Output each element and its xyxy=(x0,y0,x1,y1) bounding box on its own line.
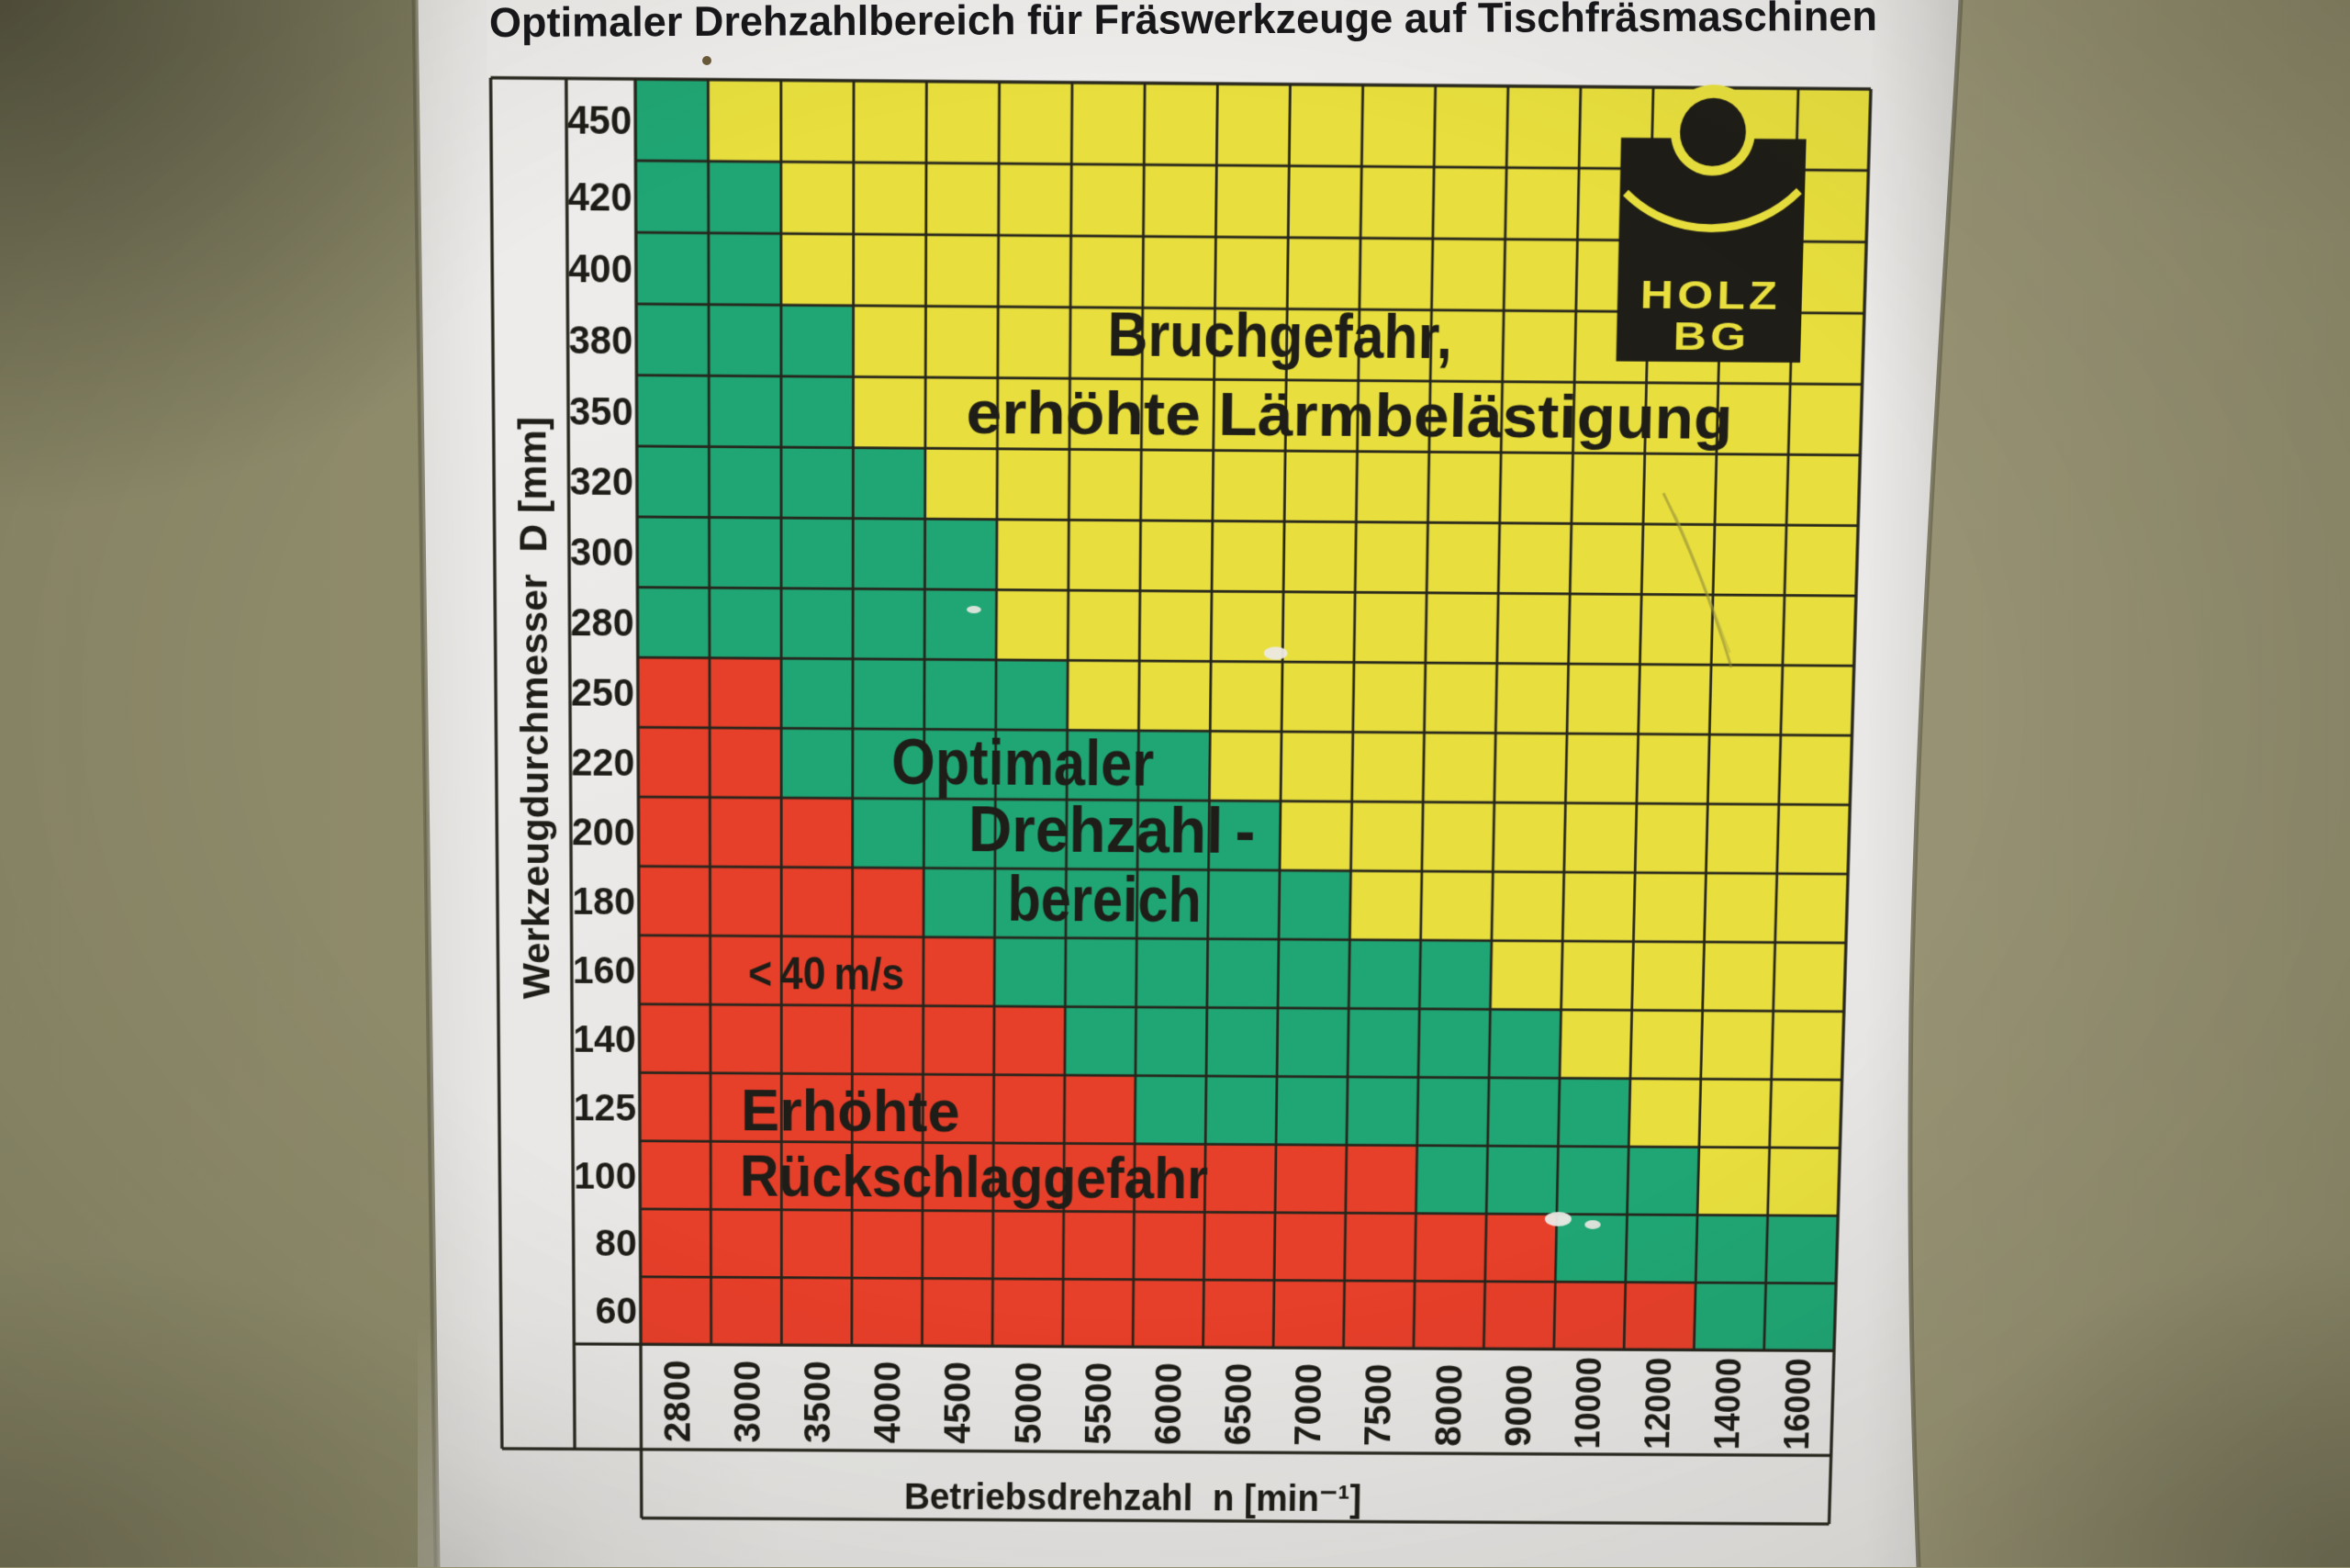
svg-text:250: 250 xyxy=(571,672,634,715)
svg-text:Werkzeugdurchmesser D [mm]: Werkzeugdurchmesser D [mm] xyxy=(511,417,558,1000)
svg-text:bereich: bereich xyxy=(1007,863,1202,935)
svg-text:< 40 m/s: < 40 m/s xyxy=(748,948,904,1000)
svg-text:400: 400 xyxy=(568,247,632,292)
svg-text:420: 420 xyxy=(567,175,632,220)
svg-text:erhöhte Lärmbelästigung: erhöhte Lärmbelästigung xyxy=(966,379,1733,452)
svg-text:Optimaler Drehzahlbereich für: Optimaler Drehzahlbereich für Fräswerkze… xyxy=(489,0,1877,46)
svg-text:125: 125 xyxy=(574,1087,637,1129)
svg-text:100: 100 xyxy=(574,1155,636,1197)
svg-text:6500: 6500 xyxy=(1217,1362,1259,1445)
svg-text:200: 200 xyxy=(572,811,635,854)
svg-text:14000: 14000 xyxy=(1707,1358,1749,1450)
svg-text:140: 140 xyxy=(573,1018,636,1060)
svg-text:Betriebsdrehzahl n [min⁻¹]: Betriebsdrehzahl n [min⁻¹] xyxy=(904,1476,1362,1519)
svg-text:Drehzahl -: Drehzahl - xyxy=(968,794,1256,868)
svg-text:220: 220 xyxy=(571,742,634,785)
svg-text:5000: 5000 xyxy=(1007,1361,1049,1444)
svg-text:Erhöhte: Erhöhte xyxy=(741,1079,960,1145)
svg-text:Optimaler: Optimaler xyxy=(891,727,1154,801)
svg-text:450: 450 xyxy=(567,98,632,143)
svg-text:6000: 6000 xyxy=(1147,1362,1190,1445)
svg-text:280: 280 xyxy=(570,601,633,645)
svg-text:Bruchgefahr,: Bruchgefahr, xyxy=(1107,301,1452,373)
svg-text:16000: 16000 xyxy=(1777,1358,1819,1450)
svg-text:12000: 12000 xyxy=(1637,1358,1679,1450)
svg-text:4000: 4000 xyxy=(867,1361,909,1443)
svg-text:180: 180 xyxy=(572,880,635,924)
svg-text:160: 160 xyxy=(573,949,636,992)
svg-text:60: 60 xyxy=(596,1291,638,1333)
svg-text:80: 80 xyxy=(595,1223,637,1265)
svg-text:3500: 3500 xyxy=(797,1361,838,1443)
svg-text:H O L Z: H O L Z xyxy=(1639,273,1777,318)
svg-text:7500: 7500 xyxy=(1358,1363,1401,1446)
svg-text:300: 300 xyxy=(570,532,634,576)
svg-text:320: 320 xyxy=(569,461,633,505)
svg-text:380: 380 xyxy=(568,319,632,363)
svg-text:10000: 10000 xyxy=(1567,1357,1608,1449)
svg-text:Rückschlaggefahr: Rückschlaggefahr xyxy=(740,1144,1209,1211)
svg-text:5500: 5500 xyxy=(1078,1362,1120,1445)
svg-text:9000: 9000 xyxy=(1497,1364,1540,1447)
svg-text:4500: 4500 xyxy=(937,1361,979,1444)
svg-text:8000: 8000 xyxy=(1427,1364,1471,1447)
svg-text:3000: 3000 xyxy=(727,1361,768,1443)
svg-text:2800: 2800 xyxy=(656,1360,699,1442)
svg-text:350: 350 xyxy=(569,389,633,433)
svg-text:7000: 7000 xyxy=(1288,1363,1330,1446)
svg-text:B G: B G xyxy=(1673,315,1746,359)
